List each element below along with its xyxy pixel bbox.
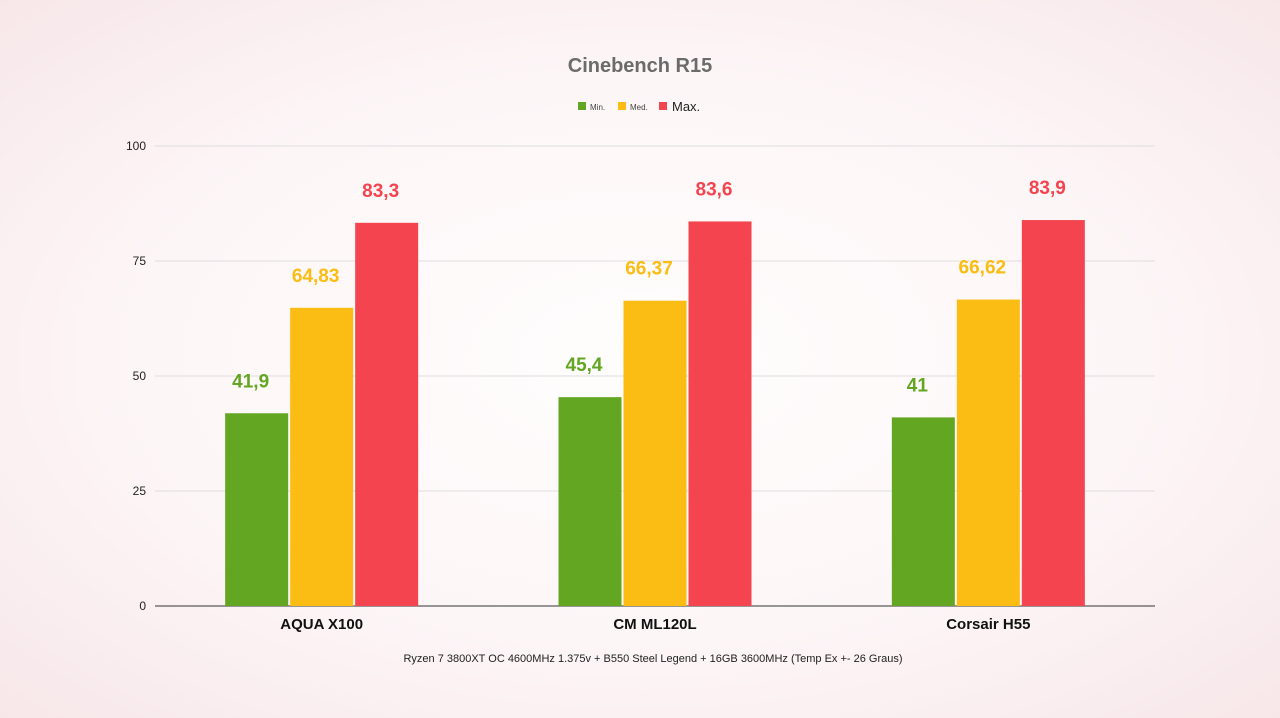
bar-max xyxy=(355,222,419,606)
chart-legend: Min. Med. Max. xyxy=(578,99,700,114)
legend-swatch xyxy=(578,102,586,110)
data-label: 83,9 xyxy=(1029,178,1066,199)
data-label: 41 xyxy=(907,375,929,396)
data-label: 45,4 xyxy=(566,355,603,376)
bar-max xyxy=(1021,220,1085,606)
bar-med xyxy=(623,300,687,606)
chart-title: Cinebench R15 xyxy=(568,55,712,77)
legend-label: Min. xyxy=(590,103,605,112)
legend-swatch xyxy=(618,102,626,110)
legend-swatch xyxy=(659,102,667,110)
data-label: 83,6 xyxy=(696,179,733,200)
y-tick-label: 100 xyxy=(126,139,146,153)
x-tick-label: Corsair H55 xyxy=(946,616,1030,633)
y-tick-label: 0 xyxy=(139,599,146,613)
x-tick-label: AQUA X100 xyxy=(280,616,363,633)
legend-label: Med. xyxy=(630,103,648,112)
y-tick-label: 75 xyxy=(133,254,147,268)
bar-med xyxy=(956,299,1020,606)
legend-label: Max. xyxy=(672,99,700,114)
bar-min xyxy=(891,417,955,606)
y-tick-label: 50 xyxy=(133,369,147,383)
data-labels: 41,9 64,83 83,3 45,4 66,37 83,6 41 66,62 83,9 xyxy=(232,178,1066,396)
data-label: 66,37 xyxy=(625,259,673,280)
bar-med xyxy=(290,307,354,606)
bar-min xyxy=(558,397,622,606)
data-label: 64,83 xyxy=(292,266,340,287)
chart-caption: Ryzen 7 3800XT OC 4600MHz 1.375v + B550 … xyxy=(403,653,902,665)
chart-bars xyxy=(225,220,1085,606)
x-axis: AQUA X100 CM ML120L Corsair H55 xyxy=(280,616,1030,633)
data-label: 41,9 xyxy=(232,371,269,392)
bar-min xyxy=(225,413,289,606)
bar-max xyxy=(688,221,752,606)
y-tick-label: 25 xyxy=(133,484,147,498)
x-tick-label: CM ML120L xyxy=(613,616,696,633)
data-label: 66,62 xyxy=(959,258,1007,279)
data-label: 83,3 xyxy=(362,181,399,202)
